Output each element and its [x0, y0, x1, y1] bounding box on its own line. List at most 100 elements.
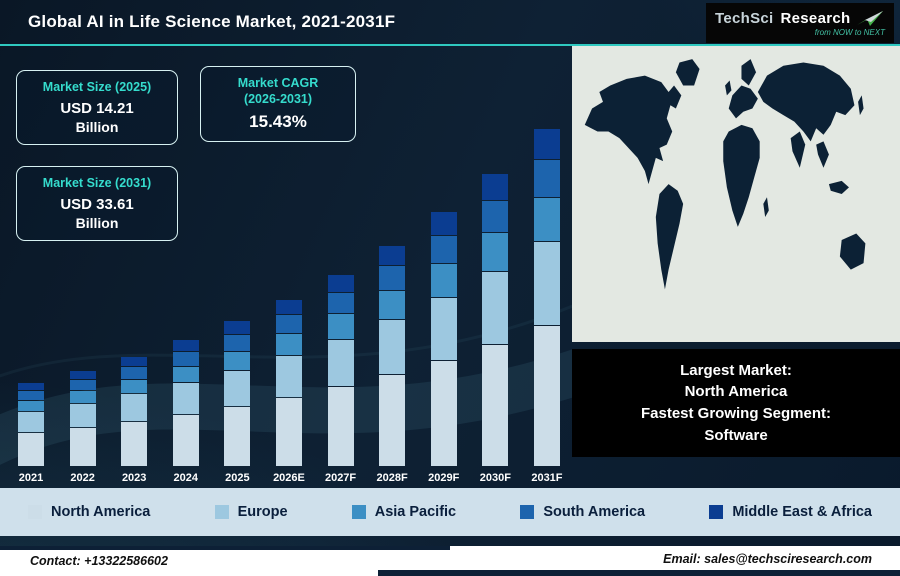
legend-swatch — [28, 505, 42, 519]
x-axis-label: 2021 — [18, 472, 44, 484]
bar-segment — [172, 352, 199, 366]
bar-column: 2023 — [115, 356, 153, 484]
map-panel: Largest Market: North America Fastest Gr… — [572, 46, 900, 488]
bar-column: 2027F — [322, 274, 360, 484]
page-title: Global AI in Life Science Market, 2021-2… — [28, 12, 396, 31]
indonesia-shape — [828, 180, 849, 194]
world-map-svg — [572, 46, 900, 342]
bar-stack — [172, 339, 199, 466]
bar-segment — [482, 344, 509, 466]
stat-sublabel: (2026-2031) — [243, 91, 313, 106]
stat-box-market-size-2031: Market Size (2031) USD 33.61 Billion — [16, 166, 178, 241]
logo-tagline: from NOW to NEXT — [814, 27, 885, 37]
bar-segment — [379, 266, 406, 290]
bar-stack — [224, 320, 251, 466]
footer-accent-bar-bottom — [378, 570, 900, 576]
bar-segment — [224, 335, 251, 351]
legend-label: Asia Pacific — [374, 504, 457, 520]
bar-segment — [533, 242, 560, 326]
bar-stack — [379, 245, 406, 466]
asia-shape — [757, 62, 855, 142]
bar-segment — [482, 233, 509, 271]
legend-label: South America — [543, 504, 646, 520]
techsci-logo: TechSci Research from NOW to NEXT — [706, 3, 894, 43]
legend-swatch — [709, 505, 724, 519]
bar-segment — [430, 212, 457, 235]
bar-segment — [275, 356, 302, 397]
stat-value: USD 14.21 — [60, 99, 134, 117]
legend-swatch — [351, 505, 366, 519]
bar-column: 2031F — [528, 128, 566, 484]
bar-segment — [69, 379, 96, 390]
highlight-line: North America — [684, 383, 788, 401]
x-axis-label: 2027F — [324, 472, 357, 484]
stat-unit: Billion — [75, 214, 119, 231]
bar-chart-bars: 2021 2022 2023 2024 2025 2026E 2027F 2028F 2029F… — [12, 94, 566, 484]
legend-item: South America — [520, 504, 645, 520]
bar-segment — [121, 394, 148, 421]
bar-segment — [327, 314, 354, 339]
bar-column: 2022 — [64, 370, 102, 484]
bar-segment — [430, 264, 457, 297]
world-map — [572, 46, 900, 342]
bar-stack — [482, 173, 509, 466]
legend-item: Asia Pacific — [351, 504, 457, 520]
footer-contact: Contact: +13322586602 — [30, 554, 168, 568]
footer-accent-bar-top — [0, 546, 450, 550]
bar-segment — [69, 370, 96, 379]
bar-segment — [121, 356, 148, 367]
logo-brand-techsci: TechSci — [715, 9, 774, 27]
highlight-line: Software — [704, 426, 768, 444]
bar-segment — [275, 334, 302, 356]
bar-segment — [18, 400, 44, 411]
bar-segment — [275, 397, 302, 466]
bar-segment — [533, 197, 560, 242]
bar-segment — [533, 326, 560, 466]
bar-column: 2021 — [12, 382, 50, 484]
bar-stack — [533, 128, 560, 466]
stat-label: Market Size (2025) — [42, 80, 152, 94]
legend-label: Middle East & Africa — [732, 504, 872, 520]
stat-label: Market CAGR — [237, 76, 319, 90]
footer-email: Email: sales@techsciresearch.com — [663, 552, 872, 566]
x-axis-label: 2022 — [70, 472, 95, 484]
bar-segment — [172, 383, 199, 414]
header-divider — [0, 44, 900, 46]
legend-item: Middle East & Africa — [709, 504, 872, 520]
japan-shape — [858, 95, 864, 116]
stat-value: USD 33.61 — [60, 195, 134, 213]
bar-stack — [327, 274, 354, 466]
legend-item: Europe — [214, 504, 288, 520]
bar-column: 2026E — [270, 299, 308, 484]
bar-stack — [430, 211, 457, 466]
bar-segment — [327, 339, 354, 387]
bar-segment — [121, 379, 148, 394]
south-america-shape — [655, 184, 684, 290]
bar-segment — [224, 406, 251, 466]
bar-segment — [327, 292, 354, 314]
bar-segment — [379, 375, 406, 466]
bar-segment — [224, 351, 251, 370]
x-axis-label: 2028F — [376, 472, 408, 484]
bar-segment — [430, 361, 457, 466]
x-axis-label: 2029F — [428, 472, 460, 484]
bar-column: 2025 — [218, 320, 256, 484]
bar-segment — [430, 297, 457, 361]
stat-box-market-size-2025: Market Size (2025) USD 14.21 Billion — [16, 70, 178, 145]
stat-label: Market Size (2031) — [42, 176, 152, 190]
logo-arrow-icon — [857, 11, 884, 26]
bar-segment — [275, 315, 302, 334]
legend-swatch — [214, 505, 229, 519]
bar-segment — [379, 245, 406, 266]
footer: Contact: +13322586602 Email: sales@techs… — [0, 546, 900, 576]
bar-segment — [18, 432, 44, 466]
logo-brand-research: Research — [780, 9, 851, 27]
bar-segment — [533, 160, 560, 197]
bar-segment — [482, 271, 509, 344]
bar-segment — [172, 340, 199, 352]
x-axis-label: 2026E — [273, 472, 305, 484]
bar-segment — [327, 274, 354, 292]
bar-segment — [275, 299, 302, 315]
header: Global AI in Life Science Market, 2021-2… — [0, 0, 900, 44]
bar-segment — [18, 411, 44, 432]
